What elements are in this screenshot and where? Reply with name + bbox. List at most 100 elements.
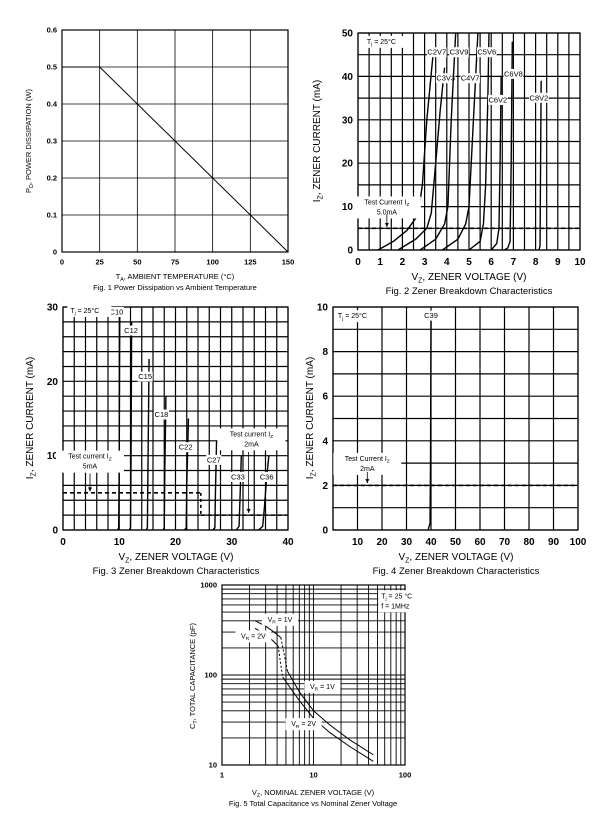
x-axis-label-text: , ZENER VOLTAGE (V) <box>409 552 513 563</box>
series-label-bg <box>460 73 480 84</box>
arrow-head-icon <box>246 508 251 513</box>
annotation-text: VR = 1V <box>310 684 335 693</box>
figure-caption: Fig. 2 Zener Breakdown Characteristics <box>386 286 553 297</box>
annotation-text: Test current IZ <box>230 431 273 440</box>
series-line <box>504 41 513 251</box>
x-tick-label: 75 <box>171 258 179 267</box>
x-axis-label: VZ, ZENER VOLTAGE (V) <box>398 552 513 565</box>
annotation-text-text: V <box>241 633 246 640</box>
plot-frame <box>61 29 289 253</box>
annotation-text: VR = 2V <box>291 721 316 730</box>
series-line <box>62 66 289 253</box>
series-label-bg <box>259 471 275 482</box>
series-label-bg <box>153 409 170 420</box>
series-line <box>235 455 243 531</box>
annotation-text: Test Current IZ <box>345 456 390 465</box>
series-label: C5V6 <box>477 48 496 57</box>
annotation-text: VR = 1V <box>268 617 293 626</box>
arrow-head-icon <box>88 487 92 492</box>
annotation-text: Tj = 25°C <box>338 312 367 322</box>
figure-caption: Fig. 1 Power Dissipation vs Ambient Temp… <box>93 283 257 292</box>
x-tick-label: 40 <box>425 537 437 548</box>
x-tick-label: 10 <box>352 537 364 548</box>
series-line <box>212 440 218 531</box>
x-tick-label: 5 <box>466 257 472 268</box>
y-tick-label: 20 <box>342 159 354 170</box>
y-axis-label-subscript: T <box>193 720 199 724</box>
series-label-bg <box>476 47 497 58</box>
annotation-text-subscript: R <box>296 724 300 730</box>
annotation-text: Tj = 25 °C <box>381 592 412 602</box>
x-tick-label: 9 <box>555 257 561 268</box>
series-line <box>468 32 490 251</box>
y-axis-label: IZ, ZENER CURRENT (mA) <box>25 357 38 479</box>
x-tick-label: 90 <box>548 537 560 548</box>
plot-frame <box>221 584 406 766</box>
annotation-text-subscript: R <box>246 636 250 642</box>
series-label-bg <box>435 73 456 84</box>
y-tick-label: 10 <box>47 451 59 462</box>
plot-frame <box>62 306 289 531</box>
annotation-bg <box>261 613 298 626</box>
x-tick-label: 80 <box>523 537 535 548</box>
annotation-text-subscript: R <box>315 687 319 693</box>
series-label: C6V2 <box>488 95 507 104</box>
x-tick-label: 20 <box>376 537 388 548</box>
y-tick-label: 10 <box>342 202 354 213</box>
x-axis-label: VZ, NOMINAL ZENER VOLTAGE (V) <box>252 788 375 799</box>
x-tick-label: 100 <box>570 537 587 548</box>
y-tick-label: 0 <box>52 526 58 537</box>
y-axis-label-text: C <box>188 723 197 729</box>
y-axis-label-text: , ZENER CURRENT (mA) <box>312 80 323 195</box>
x-tick-label: 10 <box>309 771 317 780</box>
series-label-bg <box>449 47 469 58</box>
y-tick-label: 0 <box>53 248 57 257</box>
y-tick-label: 0.3 <box>47 137 57 146</box>
annotation-bg <box>56 450 124 473</box>
x-axis-label-text: V <box>398 552 405 563</box>
y-tick-label: 0.6 <box>47 26 57 35</box>
annotation-text-text: = 25°C <box>372 38 396 46</box>
annotation-bg <box>217 428 286 451</box>
x-tick-label: 0 <box>60 258 64 267</box>
series-line <box>397 67 446 251</box>
figure-4: 10 20 30 40 50 60 70 80 90 100 0 2 4 6 8 10 C39 Tj = 25°C… <box>305 303 587 578</box>
y-axis-label-text: P <box>24 188 33 193</box>
y-axis-label: IZ, ZENER CURRENT (mA) <box>312 80 325 202</box>
series-label: C12 <box>124 326 138 335</box>
x-axis-label-text: , NOMINAL ZENER VOLTAGE (V) <box>260 788 375 797</box>
x-tick-label: 50 <box>133 258 141 267</box>
x-tick-label: 2 <box>400 257 406 268</box>
series-label: C3V3 <box>436 74 455 83</box>
x-axis-label-text: T <box>116 272 121 281</box>
y-tick-label: 2 <box>322 481 328 492</box>
series-label-bg <box>230 471 246 482</box>
annotation-text: 5.0mA <box>377 209 398 216</box>
x-tick-label: 0 <box>355 257 361 268</box>
annotation-text-text: = 25 °C <box>387 592 413 600</box>
y-axis-label: PD, POWER DISSIPATION (W) <box>24 89 35 193</box>
x-tick-label: 1 <box>220 771 224 780</box>
x-axis-label: VZ, ZENER VOLTAGE (V) <box>118 552 233 565</box>
y-tick-label: 0 <box>322 526 328 537</box>
figure-3: 0 10 20 30 40 0 10 20 30 C10 C12 C15 C18 C22 C27 C33 C36… <box>25 303 294 578</box>
series-label: C39 <box>424 311 438 320</box>
y-axis-label-text: I <box>305 476 316 479</box>
annotation-text: 2mA <box>244 441 259 448</box>
y-tick-label: 0.4 <box>47 100 58 109</box>
series-label: C3V9 <box>450 48 469 57</box>
y-tick-label: 0.2 <box>47 174 57 183</box>
annotation-text-subscript: j <box>74 311 76 317</box>
y-tick-label: 0.5 <box>47 63 57 72</box>
figure-caption: Fig. 5 Total Capacitance vs Nominal Zene… <box>229 799 397 808</box>
annotation-text-subscript: Z <box>406 202 409 208</box>
y-axis-label-text: I <box>25 476 36 479</box>
figure-1: 0 25 50 75 100 125 150 0 0.1 0.2 0.3 0.4 0.5 0.6 TA, A… <box>24 26 294 292</box>
y-tick-label: 10 <box>209 761 217 770</box>
annotation-text-text: T <box>338 313 343 320</box>
y-tick-label: 8 <box>322 347 328 358</box>
x-axis-label-text: V <box>252 788 257 797</box>
series-label: C4V7 <box>461 74 480 83</box>
plot-frame <box>332 306 579 531</box>
